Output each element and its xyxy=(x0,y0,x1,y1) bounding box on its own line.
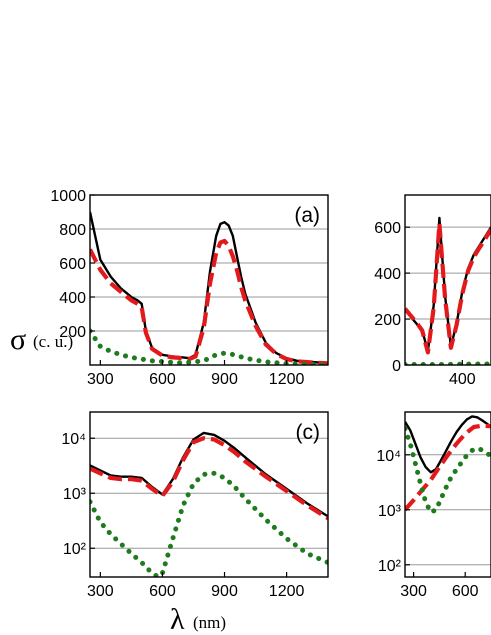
y-tick-label: 10⁴ xyxy=(376,448,401,465)
series-group xyxy=(405,216,491,365)
x-tick-label: 900 xyxy=(211,583,238,600)
y-tick-label: 10³ xyxy=(378,503,402,520)
panel-a: 300 600 900 1200 200 400 600 800 1000 (a) xyxy=(50,188,329,388)
series-line-dashed xyxy=(90,238,328,365)
series-group xyxy=(90,211,328,365)
y-tick-label: 200 xyxy=(374,312,401,329)
series-line-dotted xyxy=(90,470,328,577)
panel-label: (c) xyxy=(296,421,321,444)
y-tick-label: 600 xyxy=(59,256,86,273)
series-line-dashed xyxy=(405,221,491,355)
series-line-dotted xyxy=(405,426,491,515)
x-tick-label: 400 xyxy=(449,371,476,388)
series-line-dashed xyxy=(90,436,328,521)
x-tick-label: 600 xyxy=(149,371,176,388)
plot-frame xyxy=(89,194,329,366)
y-tick-label: 0 xyxy=(392,358,401,375)
series-line-solid xyxy=(90,431,328,518)
y-tick-label: 400 xyxy=(59,290,86,307)
plot-frame xyxy=(404,194,491,366)
y-tick-label: 10³ xyxy=(63,486,87,503)
y-tick-label: 10² xyxy=(378,558,402,575)
panel-label: (a) xyxy=(294,204,320,227)
panel-b: 400 0 200 400 600 xyxy=(374,194,491,388)
x-tick-label: 300 xyxy=(87,583,114,600)
x-tick-label: 300 xyxy=(400,583,427,600)
y-axis-label-symbol: σ xyxy=(10,323,26,356)
x-axis-label-symbol: λ xyxy=(170,603,185,635)
series-line-dotted xyxy=(90,328,328,365)
plot-frame xyxy=(404,411,491,578)
y-tick-label: 400 xyxy=(374,266,401,283)
series-line-solid xyxy=(90,211,328,365)
x-tick-label: 900 xyxy=(211,371,238,388)
y-tick-label: 10² xyxy=(63,541,87,558)
x-tick-label: 1200 xyxy=(269,583,305,600)
y-tick-label: 800 xyxy=(59,222,86,239)
x-axis-label-unit: (nm) xyxy=(193,613,226,632)
x-tick-label: 300 xyxy=(87,371,114,388)
plot-frame xyxy=(89,411,329,578)
series-group xyxy=(90,431,328,577)
y-tick-label: 10⁴ xyxy=(61,431,86,448)
series-line-dashed xyxy=(405,423,491,512)
y-tick-label: 600 xyxy=(374,220,401,237)
x-tick-label: 1200 xyxy=(269,371,305,388)
y-tick-label: 1000 xyxy=(50,188,86,205)
panel-c: 300 600 900 1200 10² 10³ 10⁴ (c) xyxy=(61,411,329,600)
y-axis-label-unit: (c. u.) xyxy=(33,332,73,351)
series-line-solid xyxy=(405,415,491,474)
x-tick-label: 600 xyxy=(452,583,479,600)
series-group xyxy=(405,415,491,515)
y-tick-label: 200 xyxy=(59,324,86,341)
x-tick-label: 600 xyxy=(149,583,176,600)
panel-d: 300 600 10² 10³ 10⁴ xyxy=(376,411,491,600)
